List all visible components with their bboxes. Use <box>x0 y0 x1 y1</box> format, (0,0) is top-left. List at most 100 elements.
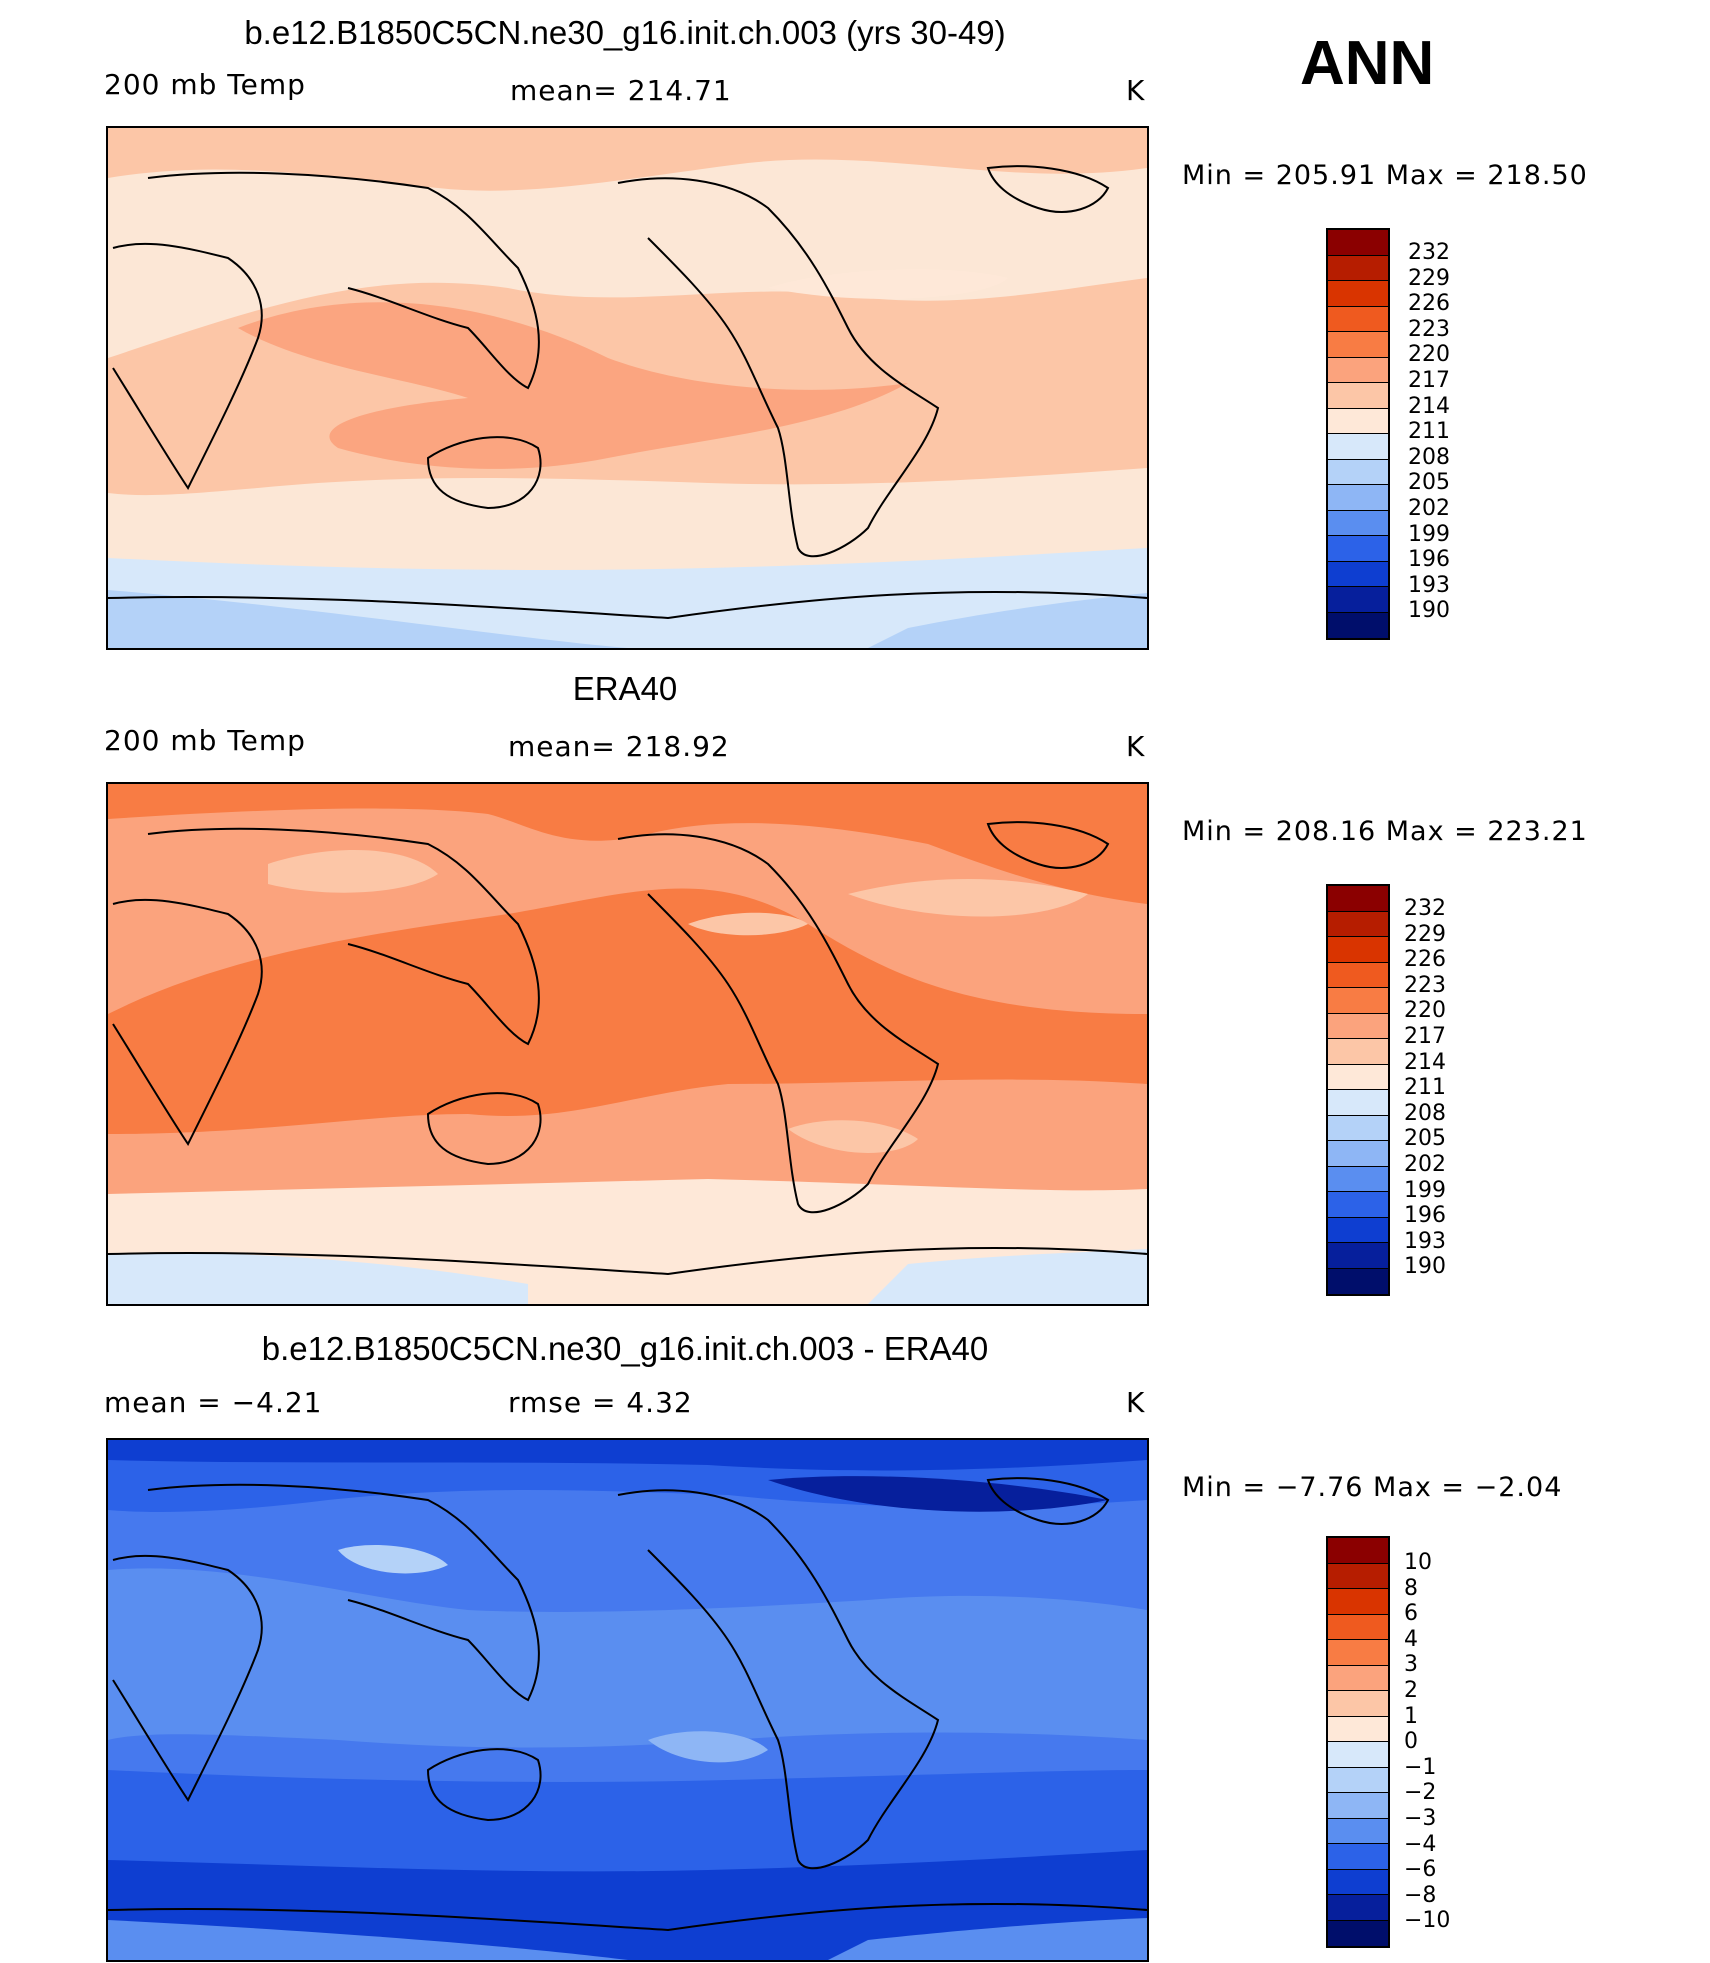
contour-neg4-antarctic <box>108 1918 1147 1960</box>
colorbar-cell <box>1328 1141 1388 1167</box>
coastlines <box>108 1477 1147 1932</box>
colorbar-cells <box>1328 886 1388 1294</box>
colorbar-label: 208 <box>1408 444 1450 470</box>
colorbar-label: −8 <box>1404 1882 1437 1908</box>
colorbar-label: 226 <box>1408 291 1450 317</box>
colorbar-cells <box>1328 1538 1388 1946</box>
colorbar-cell <box>1328 1742 1388 1768</box>
colorbar-cell <box>1328 1166 1388 1192</box>
colorbar-cell <box>1328 536 1388 562</box>
contour-220-core <box>238 302 908 469</box>
colorbar-label: 220 <box>1404 998 1446 1024</box>
colorbar-cell <box>1328 886 1388 912</box>
colorbar-label: −3 <box>1404 1806 1437 1831</box>
colorbar-label: 196 <box>1404 1203 1446 1229</box>
colorbar-cell <box>1328 1115 1388 1141</box>
colorbar-label: −10 <box>1404 1908 1451 1934</box>
colorbar-cell <box>1328 1538 1388 1564</box>
colorbar-label: 205 <box>1404 1126 1446 1152</box>
colorbar-cell <box>1328 485 1388 511</box>
colorbar <box>1326 228 1390 640</box>
colorbar-cell <box>1328 230 1388 256</box>
colorbar-cell <box>1328 510 1388 536</box>
colorbar-cell <box>1328 612 1388 638</box>
colorbar <box>1326 1536 1390 1948</box>
colorbar-cell <box>1328 459 1388 485</box>
colorbar-label: 229 <box>1408 265 1450 291</box>
units-label: K <box>1126 730 1146 763</box>
colorbar-label: 211 <box>1404 1075 1446 1101</box>
colorbar-cell <box>1328 587 1388 613</box>
colorbar-cell <box>1328 1268 1388 1294</box>
colorbar-cell <box>1328 1614 1388 1640</box>
map-canvas <box>108 128 1147 648</box>
map-panel <box>106 782 1149 1306</box>
colorbar-cell <box>1328 1064 1388 1090</box>
contour-217-north <box>108 128 1147 191</box>
colorbar-cell <box>1328 1013 1388 1039</box>
colorbar-label: 214 <box>1408 393 1450 419</box>
colorbar-cell <box>1328 1589 1388 1615</box>
colorbar-cell <box>1328 1844 1388 1870</box>
minmax-label: Min = 208.16 Max = 223.21 <box>1182 816 1588 847</box>
contour-neg10-arctic <box>768 1476 1108 1512</box>
panel-title: b.e12.B1850C5CN.ne30_g16.init.ch.003 - E… <box>261 1330 989 1367</box>
colorbar-cell <box>1328 1090 1388 1116</box>
contour-220-north <box>108 784 1147 904</box>
colorbar-label: 202 <box>1404 1152 1446 1177</box>
colorbar-cell <box>1328 937 1388 963</box>
contour-208-south <box>108 1249 1147 1304</box>
contour-217-south-pacific <box>788 1120 918 1153</box>
colorbar-label: 232 <box>1408 240 1450 265</box>
colorbar-label: 190 <box>1408 598 1450 624</box>
colorbar-label: 8 <box>1404 1575 1418 1601</box>
panel-title: b.e12.B1850C5CN.ne30_g16.init.ch.003 (yr… <box>244 14 1006 51</box>
colorbar-cell <box>1328 306 1388 332</box>
colorbar-cell <box>1328 1920 1388 1946</box>
colorbar-label: −1 <box>1404 1754 1437 1780</box>
colorbar-cell <box>1328 1039 1388 1065</box>
panel-title: ERA40 <box>572 670 678 707</box>
colorbar-cell <box>1328 1217 1388 1243</box>
colorbar-label: 1 <box>1404 1703 1418 1729</box>
colorbar-label: 193 <box>1408 572 1450 598</box>
colorbar-label: 229 <box>1404 921 1446 947</box>
colorbar-cell <box>1328 1640 1388 1666</box>
colorbar <box>1326 884 1390 1296</box>
colorbar-label: −2 <box>1404 1780 1437 1806</box>
coastlines <box>108 165 1147 620</box>
diff-mean-label: mean = −4.21 <box>104 1386 323 1419</box>
colorbar-cell <box>1328 561 1388 587</box>
colorbar-label: 220 <box>1408 342 1450 368</box>
colorbar-label: 0 <box>1404 1729 1418 1755</box>
contour-neg3-south-pacific <box>648 1731 768 1763</box>
units-label: K <box>1126 1386 1146 1419</box>
contour-neg4-tropics <box>108 1568 1147 1748</box>
colorbar-label: 223 <box>1408 316 1450 342</box>
contour-neg8-north <box>108 1440 1147 1471</box>
map-canvas <box>108 784 1147 1304</box>
colorbar-label: 217 <box>1404 1024 1446 1049</box>
map-canvas <box>108 1440 1147 1960</box>
colorbar-label: 214 <box>1404 1049 1446 1075</box>
colorbar-label: 199 <box>1408 521 1450 547</box>
minmax-label: Min = 205.91 Max = 218.50 <box>1182 160 1588 191</box>
colorbar-label: 193 <box>1404 1228 1446 1254</box>
colorbar-cell <box>1328 1818 1388 1844</box>
colorbar-cell <box>1328 281 1388 307</box>
contour-217-asia <box>268 850 438 893</box>
colorbar-cells <box>1328 230 1388 638</box>
colorbar-cell <box>1328 1665 1388 1691</box>
colorbar-cell <box>1328 255 1388 281</box>
variable-label: 200 mb Temp <box>104 68 306 101</box>
map-panel <box>106 126 1149 650</box>
colorbar-cell <box>1328 962 1388 988</box>
map-panel <box>106 1438 1149 1962</box>
units-label: K <box>1126 74 1146 107</box>
colorbar-cell <box>1328 1563 1388 1589</box>
contour-neg8-south <box>108 1850 1147 1960</box>
colorbar-label: 211 <box>1408 419 1450 445</box>
colorbar-label: 208 <box>1404 1100 1446 1126</box>
mean-label: mean= 218.92 <box>508 730 730 763</box>
colorbar-cell <box>1328 1869 1388 1895</box>
